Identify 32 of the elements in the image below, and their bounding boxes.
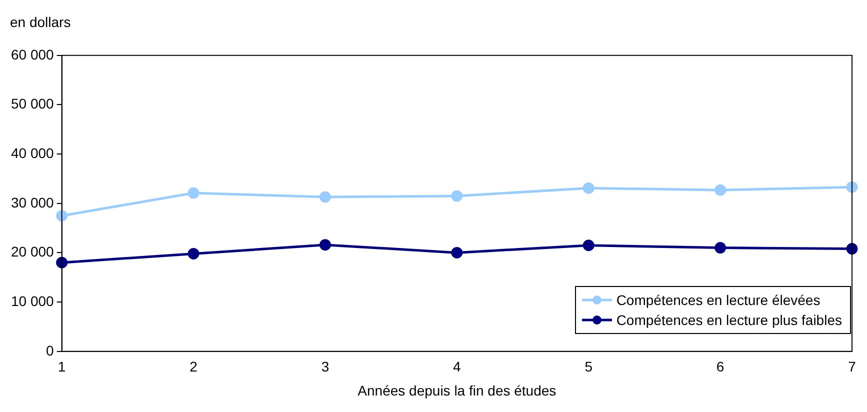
point — [846, 181, 858, 193]
point — [582, 240, 594, 252]
point — [451, 246, 463, 258]
x-tick-label: 4 — [453, 358, 462, 375]
x-tick-label: 5 — [584, 358, 593, 375]
point — [582, 182, 594, 194]
y-tick-label: 40 000 — [10, 144, 54, 161]
x-tick-label: 6 — [716, 358, 724, 375]
point — [714, 184, 726, 196]
y-tick-label: 10 000 — [10, 292, 54, 309]
point — [56, 210, 68, 222]
x-tick-label: 2 — [190, 358, 198, 375]
legend-label: Compétences en lecture plus faibles — [616, 311, 842, 330]
y-tick-label: 50 000 — [10, 96, 54, 112]
point — [188, 187, 200, 199]
point — [846, 243, 858, 255]
x-tick-label: 1 — [58, 358, 66, 375]
point — [188, 248, 200, 260]
point — [56, 256, 68, 268]
x-tick-label: 3 — [321, 358, 330, 375]
point — [319, 239, 331, 251]
x-tick-label: 7 — [848, 358, 856, 375]
point — [451, 190, 463, 202]
y-tick-label: 30 000 — [10, 194, 54, 210]
y-tick-label: 60 000 — [10, 46, 54, 62]
y-axis-title: en dollars — [10, 14, 71, 30]
y-tick-label: 20 000 — [10, 244, 54, 260]
point — [319, 191, 331, 203]
x-axis-title: Années depuis la fin des études — [358, 382, 556, 398]
legend-label: Compétences en lecture élevées — [616, 291, 820, 310]
y-tick-label: 0 — [46, 342, 54, 358]
point — [714, 242, 726, 254]
